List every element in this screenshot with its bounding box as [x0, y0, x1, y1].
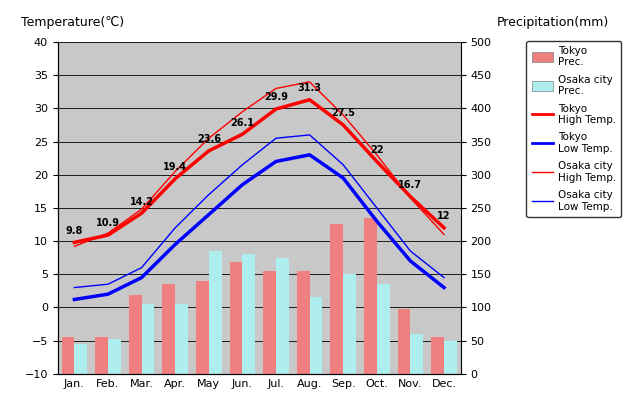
Bar: [410, 334, 423, 374]
Text: 14.2: 14.2: [129, 197, 154, 207]
Text: 12: 12: [437, 211, 451, 221]
Text: 19.4: 19.4: [163, 162, 187, 172]
Text: 16.7: 16.7: [398, 180, 422, 190]
Text: Temperature(℃): Temperature(℃): [21, 16, 124, 29]
Text: 27.5: 27.5: [332, 108, 355, 118]
Bar: [364, 218, 377, 374]
Bar: [129, 296, 141, 374]
Bar: [163, 284, 175, 374]
Bar: [343, 274, 356, 374]
Text: 10.9: 10.9: [96, 218, 120, 228]
Bar: [431, 337, 444, 374]
Bar: [196, 281, 209, 374]
Bar: [95, 337, 108, 374]
Text: 29.9: 29.9: [264, 92, 288, 102]
Bar: [230, 262, 243, 374]
Bar: [276, 257, 289, 374]
Bar: [108, 339, 121, 374]
Legend: Tokyo
Prec., Osaka city
Prec., Tokyo
High Temp., Tokyo
Low Temp., Osaka city
Hig: Tokyo Prec., Osaka city Prec., Tokyo Hig…: [527, 41, 621, 217]
Bar: [297, 271, 310, 374]
Text: 23.6: 23.6: [196, 134, 221, 144]
Bar: [209, 251, 221, 374]
Text: 22: 22: [370, 145, 383, 155]
Bar: [74, 344, 87, 374]
Text: Precipitation(mm): Precipitation(mm): [497, 16, 609, 29]
Bar: [243, 255, 255, 374]
Bar: [61, 337, 74, 374]
Bar: [175, 304, 188, 374]
Bar: [310, 297, 323, 374]
Text: 31.3: 31.3: [298, 83, 321, 93]
Bar: [397, 309, 410, 374]
Bar: [330, 224, 343, 374]
Text: 9.8: 9.8: [66, 226, 83, 236]
Bar: [377, 284, 390, 374]
Bar: [141, 304, 154, 374]
Bar: [444, 341, 457, 374]
Bar: [263, 271, 276, 374]
Text: 26.1: 26.1: [230, 118, 254, 128]
